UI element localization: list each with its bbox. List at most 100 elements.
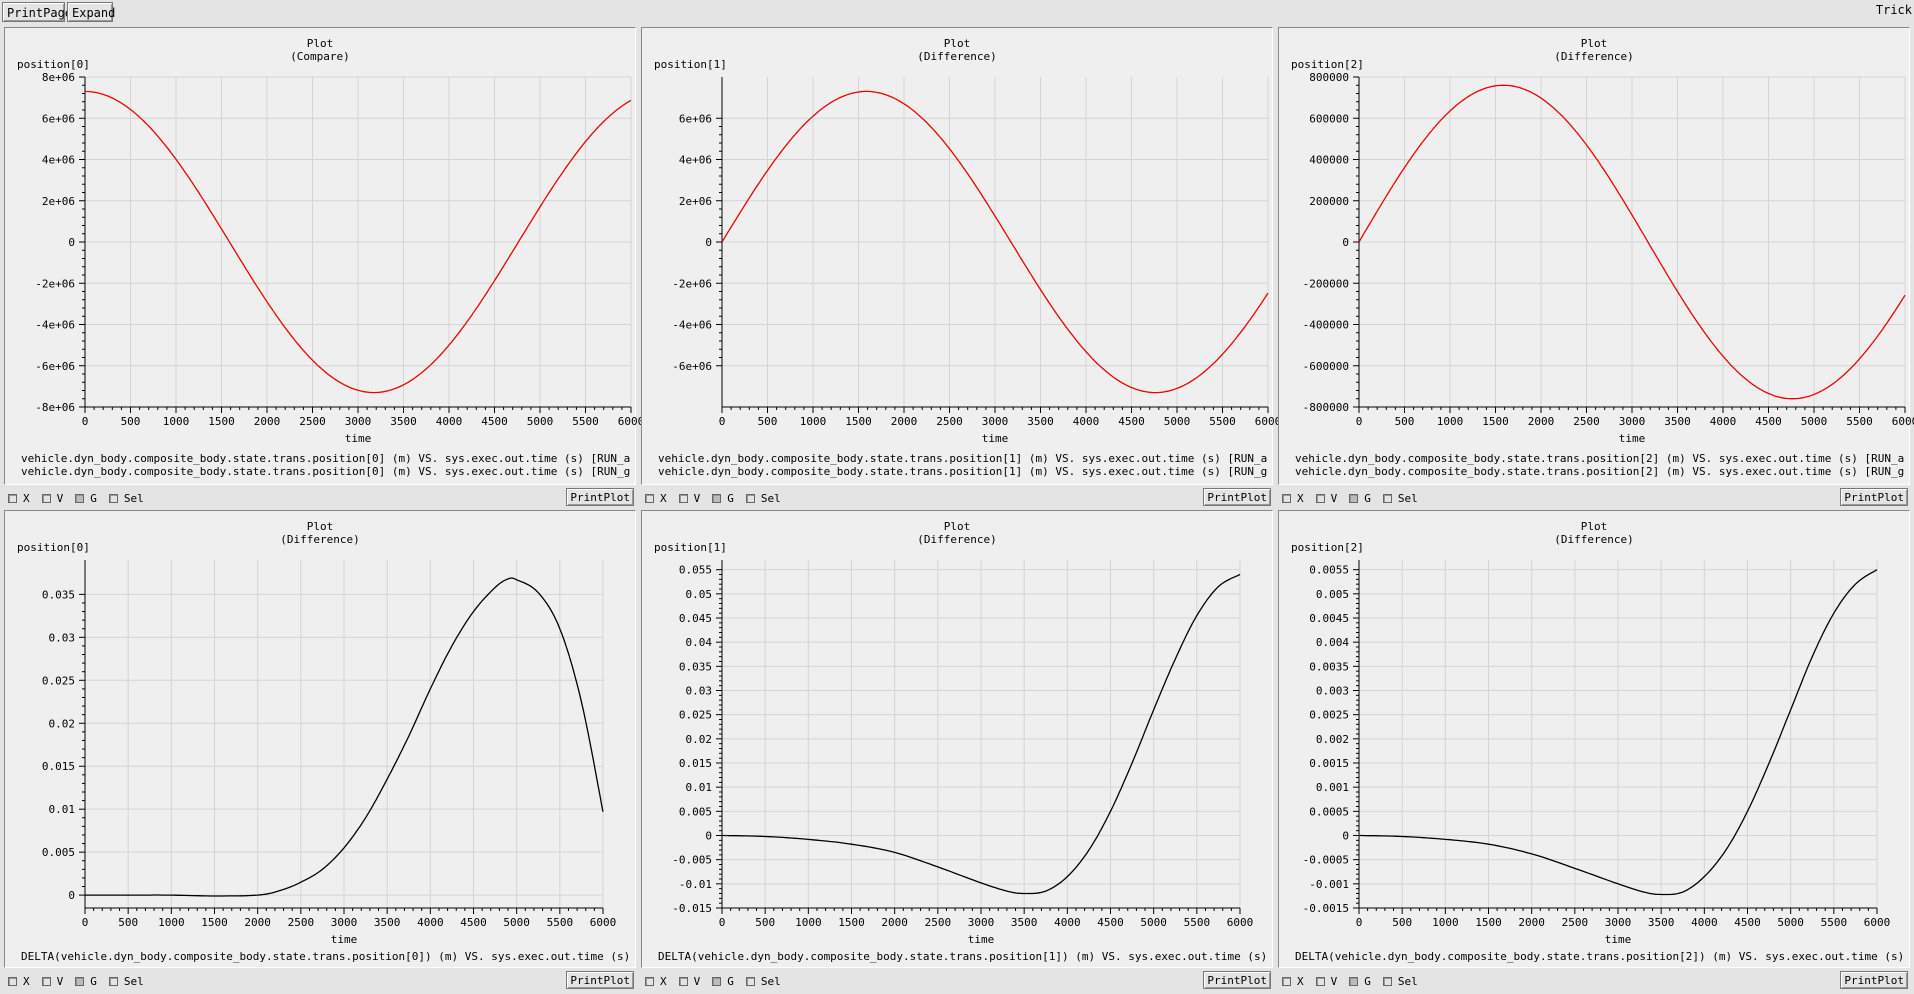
y-tick-label: -800000 — [1303, 401, 1349, 414]
x-checkbox[interactable]: X — [645, 492, 667, 505]
chart-svg: 0 500 1000 1500 2000 2500 3000 3500 4000 4500 5000… — [672, 560, 1253, 946]
plot-area[interactable]: Plot (Difference) position[2] 0 500 1000 1500 2… — [1278, 510, 1910, 968]
y-tick-label: 0.0005 — [1309, 805, 1349, 818]
checkbox-box[interactable] — [75, 976, 85, 986]
g-checkbox[interactable]: G — [712, 975, 734, 988]
x-tick-label: 1000 — [158, 916, 185, 929]
checkbox-box[interactable] — [1315, 493, 1325, 503]
y-tick-label: -0.0005 — [1303, 854, 1349, 867]
print-plot-button[interactable]: PrintPlot — [1840, 971, 1908, 989]
v-checkbox[interactable]: V — [678, 975, 700, 988]
plot-panel: Plot (Difference) position[1] 0 500 1000 1500 2… — [641, 510, 1273, 994]
g-checkbox[interactable]: G — [1349, 975, 1371, 988]
x-tick-label: 5500 — [547, 916, 574, 929]
plot-area[interactable]: Plot (Difference) position[2] 0 500 1000 1500 2… — [1278, 27, 1914, 485]
legend: vehicle.dyn_body.composite_body.state.tr… — [1287, 452, 1905, 478]
v-checkbox[interactable]: V — [1315, 975, 1337, 988]
v-checkbox[interactable]: V — [41, 975, 63, 988]
x-tick-label: 500 — [755, 916, 775, 929]
checkbox-box[interactable] — [8, 493, 17, 503]
x-tick-label: 3000 — [1619, 415, 1646, 428]
v-checkbox[interactable]: V — [1315, 492, 1337, 505]
checkbox-label: G — [90, 974, 97, 988]
x-tick-label: 1500 — [208, 415, 235, 428]
x-tick-label: 4000 — [417, 916, 444, 929]
checkbox-box[interactable] — [645, 976, 654, 986]
legend-label: vehicle.dyn_body.composite_body.state.tr… — [1295, 452, 1905, 465]
y-tick-label: 0.01 — [686, 781, 713, 794]
y-tick-label: 0.0025 — [1309, 709, 1349, 722]
x-tick-label: 1500 — [845, 415, 872, 428]
sel-checkbox[interactable]: Sel — [745, 975, 781, 988]
x-checkbox[interactable]: X — [1282, 492, 1304, 505]
print-page-button[interactable]: PrintPage — [2, 2, 72, 22]
sel-checkbox[interactable]: Sel — [1382, 975, 1418, 988]
checkbox-box[interactable] — [108, 976, 118, 986]
sel-checkbox[interactable]: Sel — [745, 492, 781, 505]
print-plot-button[interactable]: PrintPlot — [566, 488, 634, 506]
checkbox-box[interactable] — [678, 976, 688, 986]
checkbox-box[interactable] — [41, 493, 51, 503]
checkbox-box[interactable] — [1349, 493, 1359, 503]
plot-subtitle: (Difference) — [1554, 50, 1634, 63]
checkbox-box[interactable] — [745, 976, 755, 986]
x-checkbox[interactable]: X — [8, 492, 30, 505]
sel-checkbox[interactable]: Sel — [108, 492, 144, 505]
plot-area[interactable]: Plot (Compare) position[0] 0 500 1000 1500 2000… — [4, 27, 644, 485]
y-tick-label: 2e+06 — [42, 195, 75, 208]
print-plot-button[interactable]: PrintPlot — [1840, 488, 1908, 506]
x-tick-label: 500 — [758, 415, 778, 428]
checkbox-box[interactable] — [108, 493, 118, 503]
v-checkbox[interactable]: V — [41, 492, 63, 505]
y-tick-label: 0.005 — [1316, 588, 1349, 601]
checkbox-box[interactable] — [712, 493, 722, 503]
plot-area[interactable]: Plot (Difference) position[0] 0 500 1000 1500 2… — [4, 510, 636, 968]
legend-label: vehicle.dyn_body.composite_body.state.tr… — [658, 452, 1268, 465]
plot-subtitle: (Difference) — [917, 50, 997, 63]
plot-controls: X V G Sel — [8, 487, 156, 509]
y-tick-label: 0.001 — [1316, 781, 1349, 794]
x-tick-label: 500 — [1395, 415, 1415, 428]
expand-button[interactable]: Expand — [67, 2, 115, 22]
sel-checkbox[interactable]: Sel — [108, 975, 144, 988]
y-tick-label: 0 — [1342, 236, 1349, 249]
series-line — [85, 577, 604, 897]
plot-area[interactable]: Plot (Difference) position[1] 0 500 1000 1500 2… — [641, 510, 1273, 968]
sel-checkbox[interactable]: Sel — [1382, 492, 1418, 505]
checkbox-box[interactable] — [1382, 493, 1392, 503]
checkbox-box[interactable] — [645, 493, 654, 503]
y-tick-label: 0.045 — [679, 612, 712, 625]
checkbox-box[interactable] — [8, 976, 17, 986]
g-checkbox[interactable]: G — [712, 492, 734, 505]
x-checkbox[interactable]: X — [1282, 975, 1304, 988]
checkbox-box[interactable] — [1349, 976, 1359, 986]
x-checkbox[interactable]: X — [645, 975, 667, 988]
checkbox-box[interactable] — [1282, 493, 1291, 503]
v-checkbox[interactable]: V — [678, 492, 700, 505]
g-checkbox[interactable]: G — [75, 975, 97, 988]
x-tick-label: 6000 — [618, 415, 645, 428]
g-checkbox[interactable]: G — [75, 492, 97, 505]
top-toolbar: PrintPage Expand Trick — [0, 0, 1914, 26]
checkbox-box[interactable] — [41, 976, 51, 986]
x-tick-label: 3000 — [982, 415, 1009, 428]
print-plot-button[interactable]: PrintPlot — [1203, 971, 1271, 989]
checkbox-box[interactable] — [745, 493, 755, 503]
checkbox-box[interactable] — [1315, 976, 1325, 986]
checkbox-box[interactable] — [712, 976, 722, 986]
y-axis-label: position[2] — [1291, 58, 1364, 71]
checkbox-box[interactable] — [1382, 976, 1392, 986]
checkbox-box[interactable] — [1282, 976, 1291, 986]
print-plot-button[interactable]: PrintPlot — [566, 971, 634, 989]
g-checkbox[interactable]: G — [1349, 492, 1371, 505]
print-plot-button[interactable]: PrintPlot — [1203, 488, 1271, 506]
plot-panel: Plot (Difference) position[1] 0 500 1000 1500 2… — [641, 27, 1281, 511]
checkbox-box[interactable] — [75, 493, 85, 503]
checkbox-box[interactable] — [678, 493, 688, 503]
x-tick-label: 1000 — [800, 415, 827, 428]
x-checkbox[interactable]: X — [8, 975, 30, 988]
plot-area[interactable]: Plot (Difference) position[1] 0 500 1000 1500 2… — [641, 27, 1281, 485]
plot-title: Plot — [943, 520, 971, 533]
y-tick-label: 0.04 — [686, 636, 713, 649]
x-tick-label: 500 — [121, 415, 141, 428]
